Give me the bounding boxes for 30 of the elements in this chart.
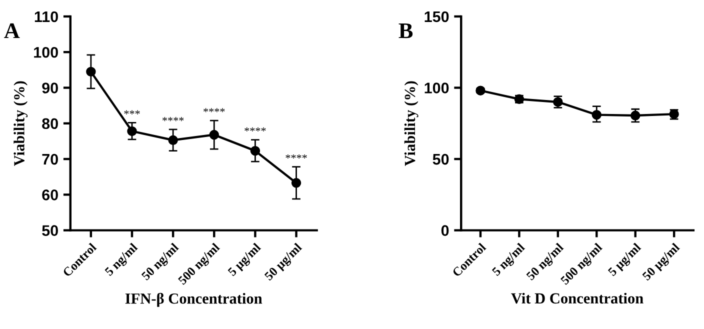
chart-title: B [398, 24, 413, 38]
point [127, 126, 137, 136]
y-tick-label: 50 [42, 225, 58, 236]
annotation: **** [286, 154, 307, 159]
y-axis-title: Viability (%) [404, 81, 418, 166]
point [291, 178, 302, 188]
y-tick-label: 80 [42, 118, 58, 130]
y-tick-label: 0 [441, 225, 449, 236]
point [168, 135, 178, 145]
y-tick-label: 110 [34, 11, 58, 22]
point [250, 146, 260, 156]
point [209, 130, 219, 140]
y-tick-label: 150 [424, 11, 449, 22]
point [592, 110, 602, 120]
y-tick-label: 70 [42, 154, 58, 165]
annotation: **** [162, 117, 184, 122]
annotation: **** [244, 127, 266, 132]
x-axis-title: IFN-β Concentration [125, 292, 262, 307]
annotation: *** [124, 110, 140, 114]
annotation: **** [204, 108, 225, 112]
y-tick-label: 50 [432, 154, 449, 165]
point [630, 110, 640, 120]
x-axis-title: Vit D Concentration [511, 292, 644, 304]
y-tick-label: 100 [34, 46, 58, 58]
point [86, 66, 96, 77]
y-tick-label: 60 [42, 190, 58, 200]
chart-title: A [4, 23, 20, 38]
y-tick-label: 100 [424, 82, 449, 94]
y-axis-title: Viability (%) [14, 81, 28, 166]
y-tick-label: 90 [42, 82, 58, 94]
